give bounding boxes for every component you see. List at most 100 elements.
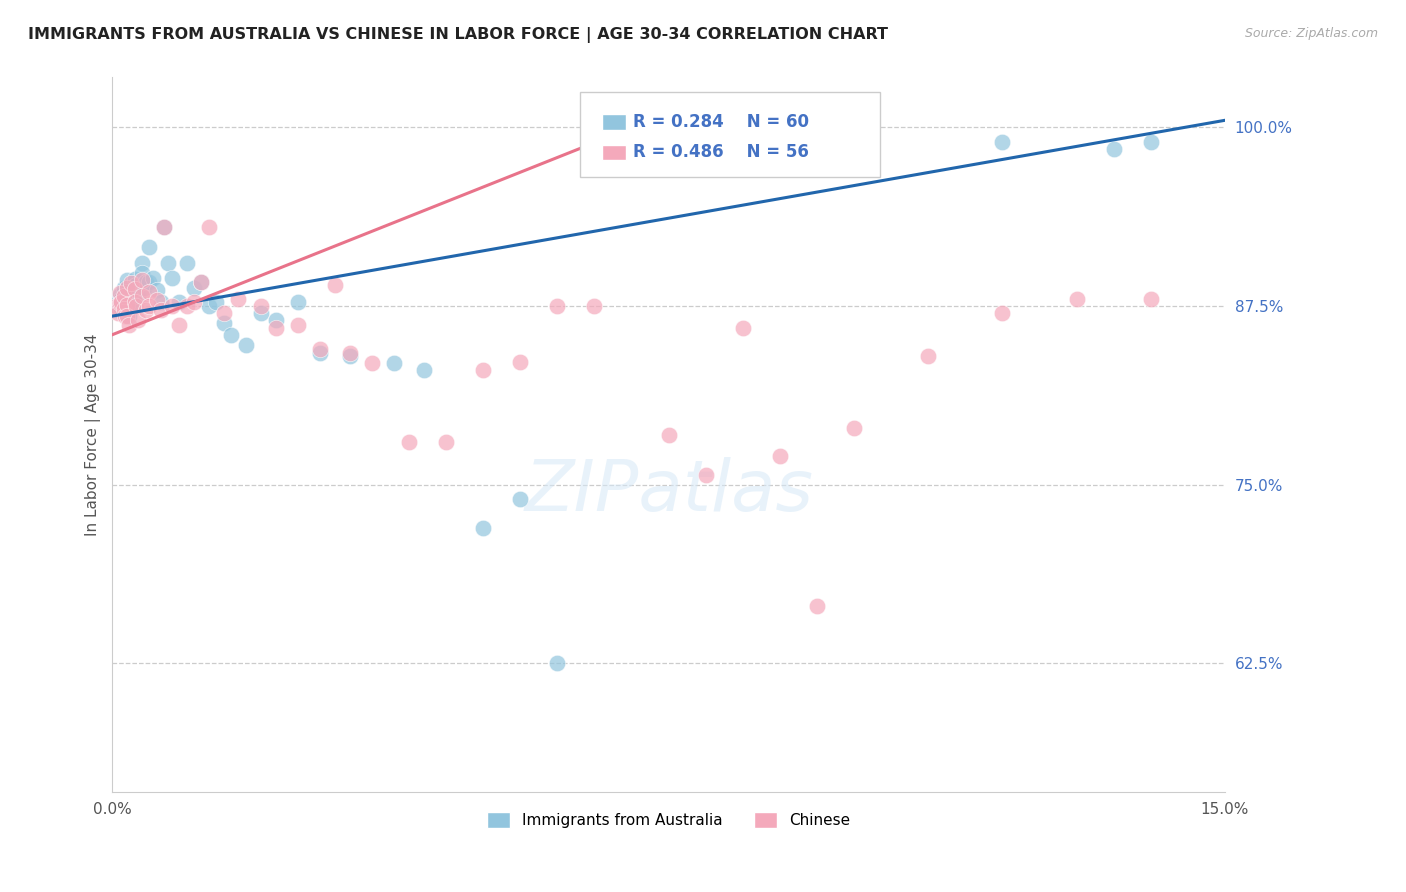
Point bbox=[112, 280, 135, 294]
Point bbox=[110, 292, 132, 306]
Point bbox=[138, 240, 160, 254]
Point bbox=[138, 285, 160, 299]
Point bbox=[212, 306, 235, 320]
Point bbox=[124, 284, 146, 298]
Point bbox=[131, 266, 153, 280]
Point bbox=[124, 282, 146, 296]
Point bbox=[167, 294, 190, 309]
Point bbox=[731, 149, 754, 163]
Point bbox=[731, 320, 754, 334]
Point bbox=[153, 220, 176, 235]
Point bbox=[249, 306, 271, 320]
Point bbox=[546, 299, 568, 313]
Point bbox=[108, 287, 131, 301]
Point bbox=[124, 294, 146, 309]
Point bbox=[117, 285, 139, 299]
Point bbox=[146, 284, 169, 298]
Text: R = 0.284    N = 60: R = 0.284 N = 60 bbox=[633, 112, 808, 131]
Point bbox=[117, 298, 139, 312]
Point bbox=[125, 277, 148, 292]
FancyBboxPatch shape bbox=[602, 145, 626, 161]
Point bbox=[198, 299, 221, 313]
Point bbox=[658, 427, 681, 442]
Point bbox=[264, 313, 287, 327]
Text: IMMIGRANTS FROM AUSTRALIA VS CHINESE IN LABOR FORCE | AGE 30-34 CORRELATION CHAR: IMMIGRANTS FROM AUSTRALIA VS CHINESE IN … bbox=[28, 27, 889, 43]
Point bbox=[509, 491, 531, 506]
Point bbox=[135, 275, 157, 289]
Point bbox=[1066, 292, 1088, 306]
Point bbox=[131, 273, 153, 287]
Point bbox=[190, 275, 212, 289]
Point bbox=[167, 318, 190, 332]
Point bbox=[160, 299, 183, 313]
Point bbox=[228, 292, 250, 306]
Point bbox=[105, 299, 128, 313]
Point bbox=[205, 294, 228, 309]
Point bbox=[509, 355, 531, 369]
Point bbox=[1139, 135, 1161, 149]
Point bbox=[112, 289, 135, 303]
Point bbox=[107, 294, 129, 309]
Point bbox=[114, 309, 136, 323]
Point bbox=[398, 434, 420, 449]
Point bbox=[114, 303, 136, 318]
Point bbox=[107, 306, 129, 320]
Point bbox=[138, 299, 160, 313]
FancyBboxPatch shape bbox=[602, 114, 626, 129]
Point bbox=[132, 280, 155, 294]
Point bbox=[190, 275, 212, 289]
Point bbox=[105, 299, 128, 313]
Point bbox=[135, 303, 157, 318]
Point bbox=[120, 277, 142, 291]
Point bbox=[323, 277, 346, 292]
Point bbox=[157, 256, 180, 270]
Point bbox=[142, 270, 165, 285]
Point bbox=[219, 327, 242, 342]
Y-axis label: In Labor Force | Age 30-34: In Labor Force | Age 30-34 bbox=[86, 334, 101, 536]
Text: ZIPatlas: ZIPatlas bbox=[524, 458, 813, 526]
Point bbox=[131, 289, 153, 303]
Point bbox=[183, 280, 205, 294]
Legend: Immigrants from Australia, Chinese: Immigrants from Australia, Chinese bbox=[481, 806, 856, 834]
Point bbox=[620, 149, 643, 163]
Point bbox=[339, 349, 361, 363]
Point bbox=[287, 294, 309, 309]
Point bbox=[108, 296, 131, 310]
Point bbox=[118, 318, 141, 332]
Point bbox=[131, 256, 153, 270]
Point bbox=[472, 363, 495, 377]
Point bbox=[112, 293, 135, 308]
Point bbox=[806, 599, 828, 614]
Point bbox=[124, 272, 146, 286]
Point bbox=[176, 299, 198, 313]
Point bbox=[117, 273, 139, 287]
Point bbox=[138, 275, 160, 289]
Text: Source: ZipAtlas.com: Source: ZipAtlas.com bbox=[1244, 27, 1378, 40]
Point bbox=[769, 449, 792, 463]
Point bbox=[583, 299, 606, 313]
Point bbox=[806, 149, 828, 163]
Point bbox=[120, 294, 142, 309]
Point bbox=[146, 293, 169, 308]
Point bbox=[110, 301, 132, 316]
FancyBboxPatch shape bbox=[579, 92, 880, 178]
Point bbox=[149, 294, 172, 309]
Point bbox=[117, 298, 139, 312]
Point bbox=[176, 256, 198, 270]
Point bbox=[153, 220, 176, 235]
Point bbox=[382, 356, 405, 370]
Point bbox=[546, 657, 568, 671]
Point bbox=[124, 294, 146, 309]
Point bbox=[249, 299, 271, 313]
Point bbox=[212, 316, 235, 330]
Point bbox=[309, 346, 332, 360]
Point bbox=[472, 520, 495, 534]
Point bbox=[125, 299, 148, 313]
Point bbox=[183, 294, 205, 309]
Point bbox=[339, 346, 361, 360]
Point bbox=[412, 363, 434, 377]
Point bbox=[991, 306, 1014, 320]
Point bbox=[1139, 292, 1161, 306]
Point bbox=[769, 120, 792, 135]
Point bbox=[127, 313, 149, 327]
